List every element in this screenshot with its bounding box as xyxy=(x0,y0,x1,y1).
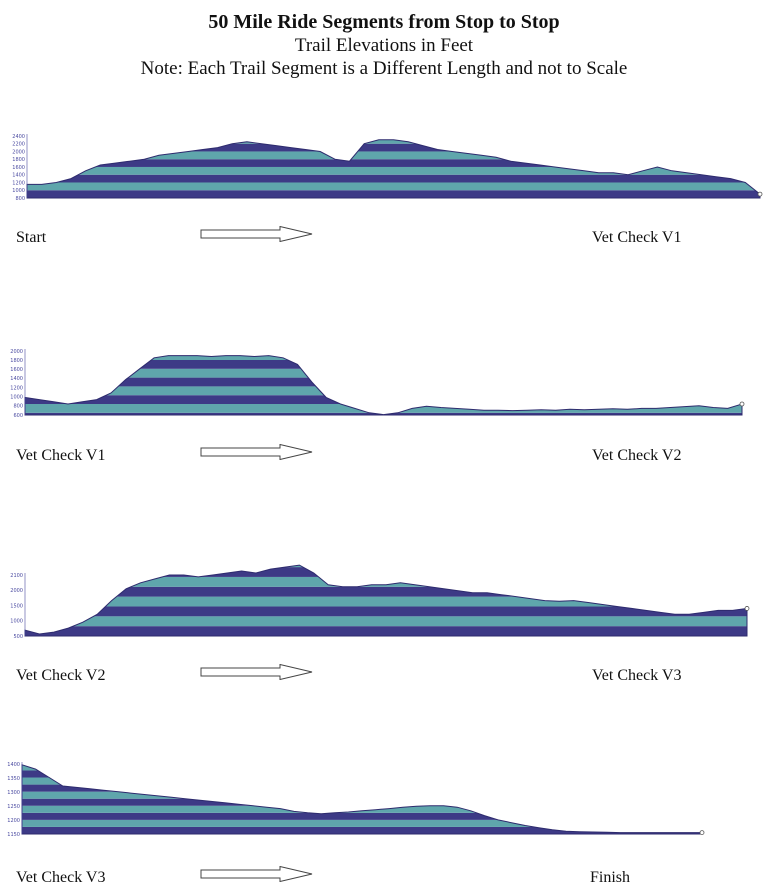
elevation-band xyxy=(22,756,702,763)
elevation-band xyxy=(25,567,747,577)
segment-2-start-label: Vet Check V1 xyxy=(16,447,106,464)
segment-end-marker xyxy=(739,401,745,407)
y-tick-label: 1600 xyxy=(12,165,25,171)
y-tick-label: 1350 xyxy=(7,776,20,782)
elevation-outline xyxy=(26,139,761,199)
y-tick-label: 2100 xyxy=(10,573,23,579)
elevation-band xyxy=(27,151,760,160)
y-tick-label: 2200 xyxy=(12,142,25,148)
y-tick-label: 1000 xyxy=(12,188,25,194)
elevation-profile-4-svg: 1400 1350 1300 1250 1200 1150 xyxy=(7,762,705,838)
elevation-chart-segment-3: 2100 2000 1500 1000 500 xyxy=(5,564,765,640)
y-tick-label: 2000 xyxy=(12,149,25,155)
elevation-band xyxy=(22,764,702,771)
elevation-band xyxy=(25,626,747,636)
y-tick-label: 1600 xyxy=(10,367,23,373)
elevation-band xyxy=(25,377,742,387)
segment-1-end-label: Vet Check V1 xyxy=(592,229,682,246)
elevation-band xyxy=(27,166,760,175)
elevation-chart-segment-2: 2000 1800 1600 1400 1200 1000 800 600 xyxy=(5,345,765,420)
elevation-band xyxy=(25,334,742,343)
y-tick-label: 1000 xyxy=(10,619,23,625)
y-tick-label: 1000 xyxy=(10,395,23,401)
direction-arrow-3-icon xyxy=(200,664,313,680)
y-tick-label: 1500 xyxy=(10,603,23,609)
scale-note: Note: Each Trail Segment is a Different … xyxy=(140,58,628,79)
direction-arrow-2-icon xyxy=(200,444,313,460)
y-tick-label: 2000 xyxy=(10,349,23,355)
elevation-outline xyxy=(24,355,743,416)
elevation-band xyxy=(27,159,760,167)
elevation-band xyxy=(22,798,702,806)
elevation-band xyxy=(25,596,747,607)
segment-end-marker xyxy=(699,830,705,835)
segment-3-start-label: Vet Check V2 xyxy=(16,667,106,684)
elevation-band xyxy=(27,139,760,144)
y-tick-label: 600 xyxy=(13,413,23,419)
elevation-band xyxy=(25,368,742,378)
segment-3-end-label: Vet Check V3 xyxy=(592,667,682,684)
y-tick-label: 1800 xyxy=(12,157,25,163)
elevation-band xyxy=(22,770,702,778)
direction-arrow-1-icon xyxy=(200,226,313,242)
elevation-bands xyxy=(27,120,760,198)
elevation-band xyxy=(22,812,702,820)
page-subtitle: Trail Elevations in Feet xyxy=(294,35,474,56)
elevation-band xyxy=(25,395,742,404)
elevation-band xyxy=(22,826,702,834)
y-tick-label: 800 xyxy=(15,196,25,202)
segment-4-end-label: Finish xyxy=(590,869,631,886)
elevation-outline xyxy=(24,564,748,637)
segment-end-marker xyxy=(744,606,750,611)
elevation-band xyxy=(25,360,742,369)
y-tick-label: 1200 xyxy=(12,180,25,186)
elevation-band xyxy=(27,174,760,183)
y-tick-label: 1250 xyxy=(7,804,20,810)
elevation-band xyxy=(25,606,747,617)
y-tick-label: 1800 xyxy=(10,358,23,364)
segment-2-end-label: Vet Check V2 xyxy=(592,447,682,464)
y-tick-label: 1400 xyxy=(7,762,20,768)
elevation-band xyxy=(27,120,760,128)
elevation-band xyxy=(22,819,702,827)
elevation-chart-segment-4: 1400 1350 1300 1250 1200 1150 xyxy=(2,758,764,843)
segment-4-start-label: Vet Check V3 xyxy=(16,869,106,886)
elevation-band xyxy=(25,386,742,396)
elevation-outline xyxy=(21,764,703,835)
elevation-band xyxy=(22,777,702,785)
elevation-band xyxy=(22,805,702,813)
elevation-profile-3-svg: 2100 2000 1500 1000 500 xyxy=(10,564,750,640)
elevation-band xyxy=(27,128,760,136)
y-tick-label: 1400 xyxy=(12,173,25,179)
elevation-band xyxy=(22,784,702,792)
y-tick-label: 1200 xyxy=(7,818,20,824)
segment-1-start-label: Start xyxy=(16,229,47,246)
elevation-band xyxy=(27,143,760,152)
elevation-band xyxy=(25,616,747,627)
elevation-bands xyxy=(25,565,747,636)
y-tick-label: 2400 xyxy=(12,134,25,140)
elevation-bands xyxy=(22,749,702,834)
y-tick-label: 1300 xyxy=(7,790,20,796)
elevation-band xyxy=(22,749,702,756)
segment-end-marker xyxy=(757,191,763,197)
y-tick-label: 1150 xyxy=(7,832,20,838)
direction-arrow-4-icon xyxy=(200,866,313,882)
y-tick-label: 500 xyxy=(13,634,23,640)
y-tick-label: 800 xyxy=(13,404,23,410)
y-tick-label: 1200 xyxy=(10,385,23,391)
elevation-band xyxy=(25,342,742,351)
elevation-band xyxy=(25,355,742,360)
elevation-band xyxy=(25,586,747,597)
elevation-band xyxy=(25,565,747,568)
elevation-chart-segment-1: 2400 2200 2000 1800 1600 1400 1200 1000 800 xyxy=(5,130,765,205)
page-header: 50 Mile Ride Segments from Stop to Stop … xyxy=(0,10,768,80)
y-tick-label: 2000 xyxy=(10,588,23,594)
page-title: 50 Mile Ride Segments from Stop to Stop xyxy=(208,11,560,33)
elevation-profile-2-svg: 2000 1800 1600 1400 1200 1000 800 600 xyxy=(10,342,745,419)
y-tick-label: 1400 xyxy=(10,376,23,382)
elevation-band xyxy=(27,182,760,191)
elevation-band xyxy=(27,190,760,198)
